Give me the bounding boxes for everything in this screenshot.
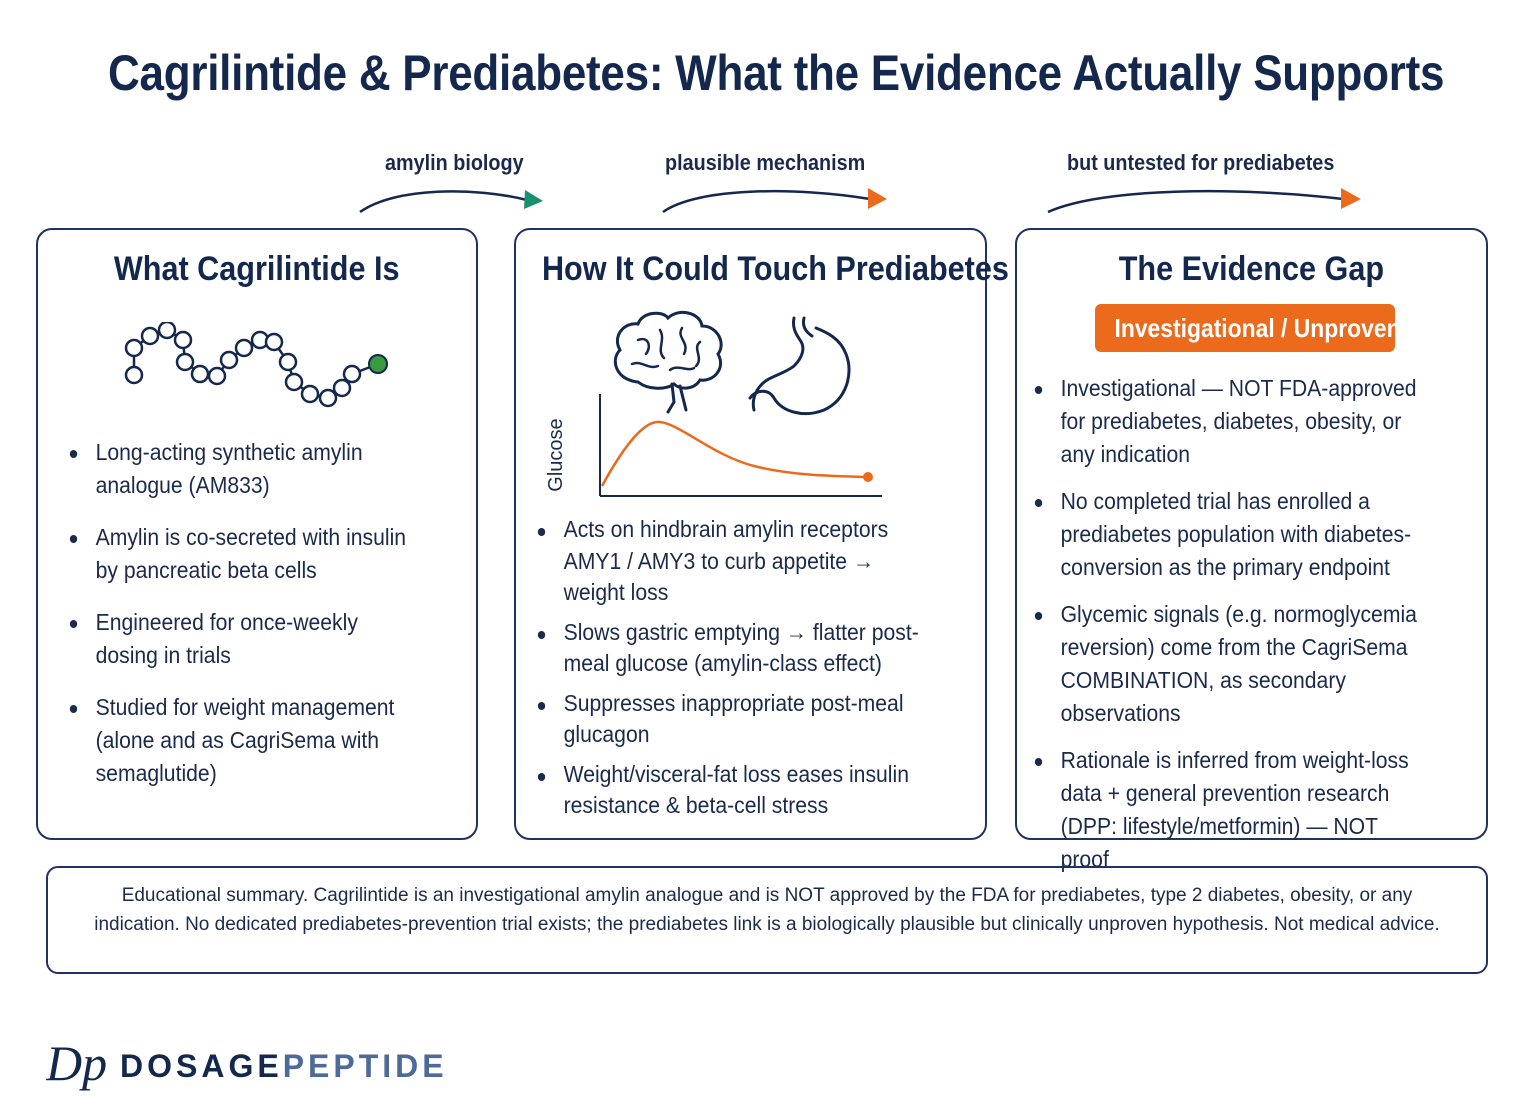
disclaimer-box: Educational summary. Cagrilintide is an …	[46, 866, 1488, 974]
flow-label-1: amylin biology	[385, 150, 524, 175]
list-item: Investigational — NOT FDA-approved for p…	[1033, 372, 1424, 471]
list-item: Suppresses inappropriate post-meal gluca…	[536, 688, 922, 751]
glucose-curve-chart	[599, 394, 882, 497]
list-item: Studied for weight management (alone and…	[68, 691, 408, 790]
glucose-axis-label: Glucose	[545, 418, 567, 492]
flow-arrow-3-icon	[1047, 188, 1361, 214]
flow-label-2: plausible mechanism	[665, 150, 866, 175]
brand-wordmark: DOSAGEPEPTIDE	[120, 1048, 448, 1084]
panel-title: What Cagrilintide Is	[114, 250, 400, 288]
panel-evidence-gap: The Evidence Gap Investigational / Unpro…	[1015, 228, 1488, 872]
panel-what-cagrilintide-is: What Cagrilintide Is Long-acting synthet…	[36, 228, 478, 840]
how-bullet-list: Acts on hindbrain amylin receptors AMY1 …	[536, 514, 956, 822]
gap-bullet-list: Investigational — NOT FDA-approved for p…	[1033, 372, 1458, 876]
what-bullet-list: Long-acting synthetic amylin analogue (A…	[68, 436, 438, 790]
list-item: Rationale is inferred from weight-loss d…	[1033, 744, 1424, 876]
flow-arrow-1-icon	[359, 190, 543, 214]
investigational-badge: Investigational / Unproven	[1095, 304, 1401, 352]
list-item: Weight/visceral-fat loss eases insulin r…	[536, 759, 922, 822]
list-item: Glycemic signals (e.g. normoglycemia rev…	[1033, 598, 1424, 730]
list-item: No completed trial has enrolled a predia…	[1033, 485, 1424, 584]
panel-title: The Evidence Gap	[1118, 250, 1385, 288]
flow-arrow-2-icon	[662, 188, 887, 214]
peptide-chain-icon	[124, 322, 388, 408]
list-item: Amylin is co-secreted with insulin by pa…	[68, 521, 408, 587]
panel-how-it-could-touch-prediabetes: How It Could Touch Prediabetes Glucose A…	[514, 228, 1009, 840]
brain-icon	[614, 310, 723, 414]
list-item: Acts on hindbrain amylin receptors AMY1 …	[536, 514, 922, 609]
list-item: Slows gastric emptying → flatter post-me…	[536, 617, 922, 680]
flow-label-3: but untested for prediabetes	[1067, 150, 1335, 175]
svg-text:Dp: Dp	[46, 1036, 107, 1091]
page-title: Cagrilintide & Prediabetes: What the Evi…	[108, 45, 1445, 101]
list-item: Engineered for once-weekly dosing in tri…	[68, 606, 408, 672]
stomach-icon	[748, 316, 851, 415]
list-item: Long-acting synthetic amylin analogue (A…	[68, 436, 408, 502]
panel-title: How It Could Touch Prediabetes	[541, 250, 1009, 288]
dosagepeptide-logo-mark: Dp	[46, 1036, 107, 1091]
